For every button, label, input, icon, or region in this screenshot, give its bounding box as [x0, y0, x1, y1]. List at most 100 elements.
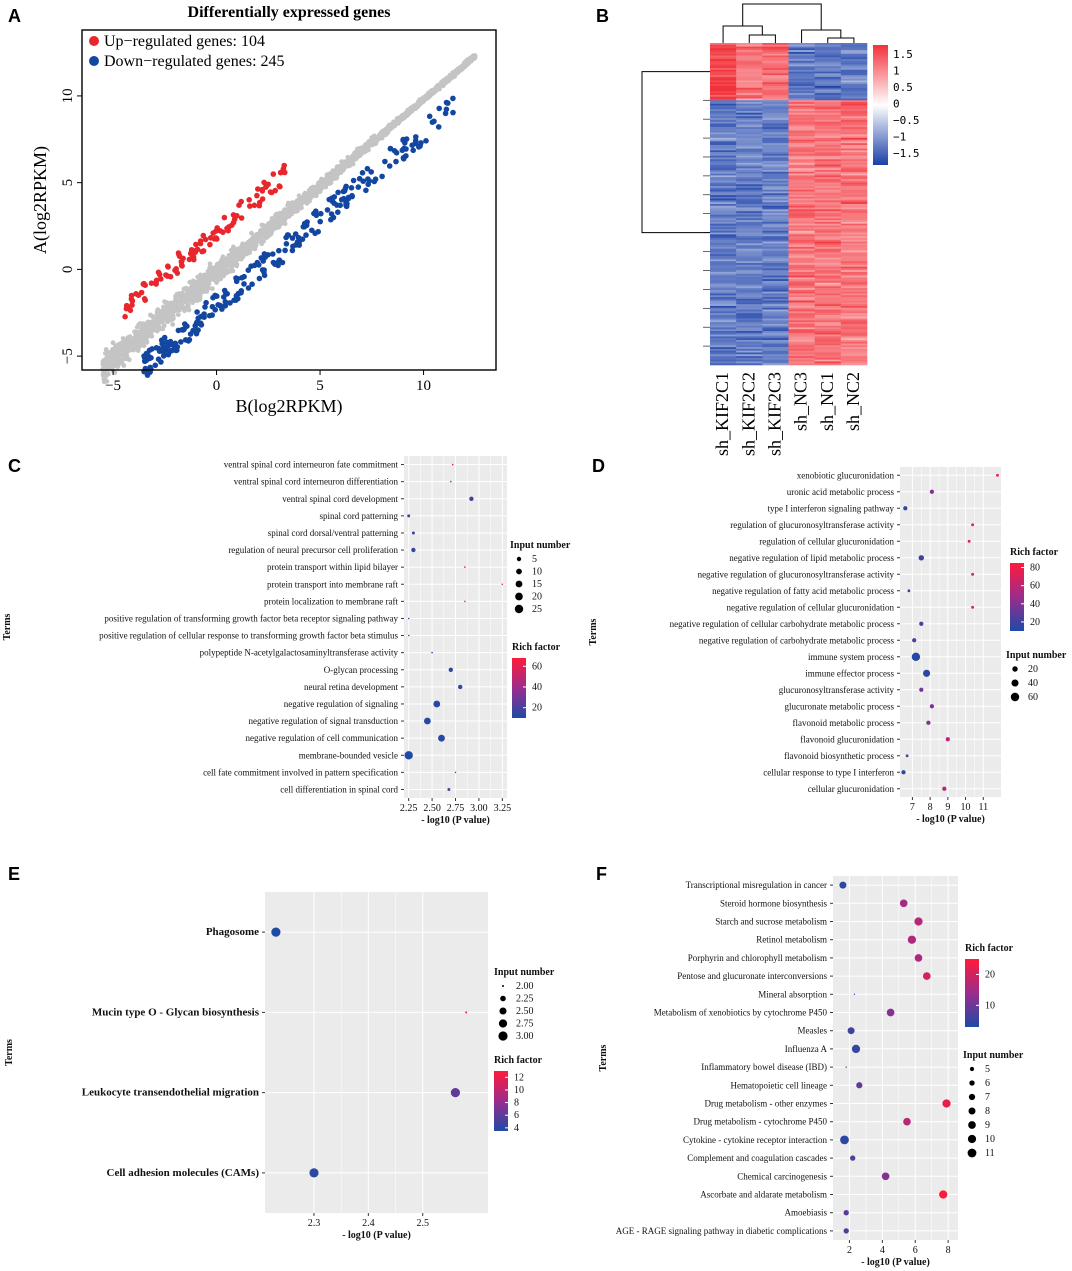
y-tick-label: 0 — [60, 266, 76, 274]
heatmap-cell — [840, 284, 868, 287]
heatmap-cell — [710, 275, 737, 278]
heatmap-cell — [814, 157, 842, 160]
heatmap-cell — [736, 245, 763, 248]
heatmap-cell — [762, 75, 789, 78]
size-legend-label: 5 — [985, 1064, 990, 1075]
heatmap-cell — [736, 343, 763, 346]
heatmap-cell — [814, 266, 842, 269]
heatmap-cell — [840, 268, 868, 271]
heatmap-cell — [736, 102, 763, 105]
heatmap-cell — [788, 289, 815, 292]
heatmap-cell — [814, 177, 842, 180]
down-gene-point — [393, 158, 399, 165]
heatmap-cell — [762, 241, 789, 244]
up-gene-point — [155, 269, 162, 276]
heatmap-cell — [762, 220, 789, 223]
heatmap-cell — [736, 223, 763, 226]
heatmap-cell — [840, 352, 868, 355]
heatmap-cell — [762, 234, 789, 237]
heatmap-cell — [814, 339, 842, 343]
size-legend-label: 10 — [532, 567, 542, 578]
heatmap-cell — [840, 331, 868, 334]
heatmap-cell — [736, 264, 763, 267]
term-bubble — [939, 1190, 948, 1199]
gene-point — [153, 327, 159, 333]
heatmap-cell — [736, 341, 763, 344]
heatmap-cell — [814, 298, 842, 301]
x-tick-label: −5 — [105, 378, 121, 394]
heatmap-cell — [788, 241, 815, 244]
down-gene-point — [233, 292, 240, 299]
heatmap-cell — [788, 60, 815, 63]
heatmap-cell — [762, 116, 789, 119]
heatmap-cell — [814, 241, 842, 244]
heatmap-cell — [762, 259, 789, 262]
heatmap-cell — [736, 162, 763, 165]
heatmap-cell — [762, 134, 789, 137]
down-gene-point — [258, 255, 265, 261]
heatmap-cell — [840, 311, 868, 314]
down-gene-point — [324, 207, 331, 213]
heatmap-cell — [710, 230, 737, 233]
heatmap-cell — [762, 46, 789, 49]
term-label: Transcriptional misregulation in cancer — [686, 880, 827, 890]
heatmap-cell — [762, 288, 789, 291]
heatmap-cell — [762, 307, 789, 310]
heatmap-cell — [736, 243, 763, 246]
down-gene-point — [175, 327, 182, 334]
heatmap-cell — [788, 152, 815, 155]
up-gene-point — [263, 182, 270, 189]
heatmap-cell — [788, 354, 815, 357]
heatmap-cell — [814, 127, 842, 130]
gene-point — [467, 57, 473, 63]
heatmap-cell — [814, 60, 842, 63]
heatmap-cell — [710, 359, 737, 362]
heatmap-cell — [840, 98, 868, 101]
heatmap-cell — [710, 78, 737, 81]
heatmap-cell — [788, 288, 815, 291]
heatmap-cell — [814, 345, 842, 348]
heatmap-cell — [840, 103, 868, 106]
heatmap-cell — [788, 109, 815, 112]
heatmap-cell — [710, 270, 737, 273]
up-gene-point — [129, 302, 135, 308]
heatmap-cell — [736, 289, 763, 292]
down-gene-point — [282, 247, 288, 254]
heatmap-cell — [840, 252, 868, 255]
up-gene-point — [238, 198, 244, 205]
heatmap-cell — [710, 196, 737, 199]
up-gene-point — [282, 169, 288, 176]
heatmap-cell — [788, 168, 815, 171]
plot-frame — [81, 29, 497, 371]
up-gene-point — [238, 215, 245, 221]
gene-point — [103, 350, 108, 356]
heatmap-cell — [736, 75, 763, 78]
heatmap-cell — [736, 345, 763, 348]
heatmap-cell — [814, 139, 842, 142]
heatmap-cell — [814, 146, 842, 149]
term-label: type I interferon signaling pathway — [768, 503, 895, 513]
heatmap-cell — [814, 289, 842, 292]
heatmap-cell — [736, 94, 763, 97]
heatmap-cell — [736, 159, 763, 162]
heatmap-cell — [840, 177, 868, 180]
heatmap-cell — [814, 314, 842, 317]
heatmap-cell — [814, 341, 842, 344]
heatmap-cell — [710, 318, 737, 321]
heatmap-cell — [710, 207, 737, 210]
column-label: sh_KIF2C3 — [764, 372, 784, 456]
term-bubble — [899, 899, 908, 908]
gene-point — [330, 176, 336, 182]
heatmap-cell — [840, 237, 868, 241]
gene-point — [306, 194, 311, 200]
up-gene-point — [193, 241, 199, 248]
heatmap-cell — [788, 118, 815, 121]
heatmap-cell — [710, 186, 737, 189]
heatmap-cell — [710, 212, 737, 216]
heatmap-cell — [736, 311, 763, 314]
down-gene-point — [245, 285, 252, 291]
heatmap-cell — [710, 202, 737, 205]
heatmap-cell — [814, 261, 842, 264]
heatmap-cell — [840, 361, 868, 364]
heatmap-cell — [736, 284, 763, 287]
